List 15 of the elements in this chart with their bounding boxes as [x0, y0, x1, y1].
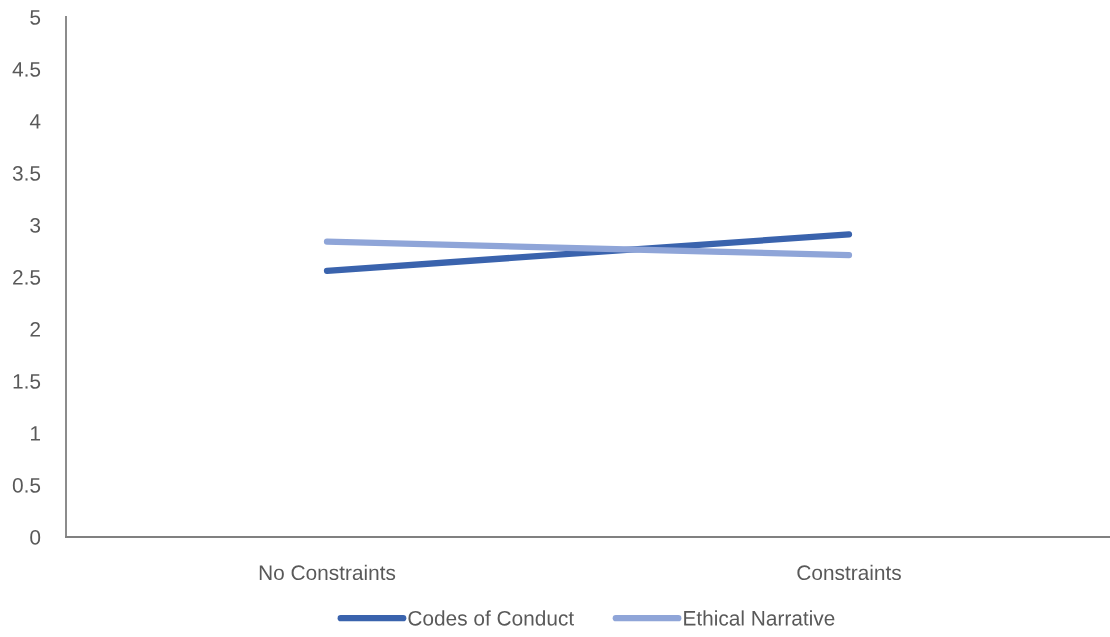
y-tick-label: 3.5 [12, 166, 41, 181]
y-tick-label: 4 [29, 114, 41, 129]
y-tick-label: 0 [30, 530, 41, 545]
y-tick-label: 1.5 [13, 374, 41, 389]
x-tick-label: Constraints [797, 564, 901, 581]
y-tick-label: 3 [30, 218, 41, 233]
legend-label: Ethical Narrative [684, 610, 835, 626]
y-tick-label: 1 [31, 426, 40, 441]
y-tick-label: 5 [30, 10, 41, 25]
x-tick-label: No Constraints [259, 564, 396, 581]
legend-label: Codes of Conduct [408, 610, 574, 626]
y-tick-label: 0.5 [12, 478, 41, 493]
y-tick-label: 4.5 [12, 62, 41, 77]
y-tick-label: 2 [30, 322, 40, 337]
y-tick-label: 2.5 [13, 270, 41, 285]
